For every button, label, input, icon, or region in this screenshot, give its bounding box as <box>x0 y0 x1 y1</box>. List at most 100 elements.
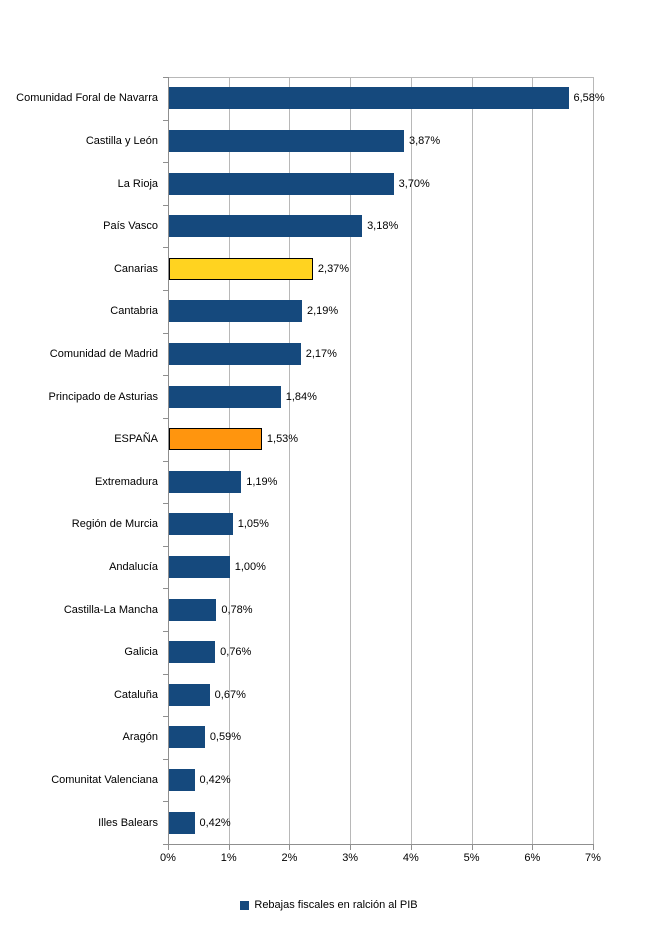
value-label: 1,19% <box>246 475 278 488</box>
x-axis-tick-label: 6% <box>524 852 541 864</box>
y-axis-tick <box>163 77 168 78</box>
plot-top-border <box>168 77 593 78</box>
x-axis-tick-label: 2% <box>281 852 298 864</box>
value-label: 2,37% <box>317 262 350 275</box>
y-axis-tick <box>163 630 168 632</box>
bar <box>169 428 262 451</box>
value-label: 0,67% <box>214 688 246 701</box>
x-axis-tick-label: 3% <box>342 852 359 864</box>
bar <box>169 811 195 834</box>
gridline <box>410 77 412 844</box>
y-axis-tick <box>163 545 168 547</box>
category-label: Principado de Asturias <box>48 390 158 403</box>
y-axis-tick <box>163 801 168 803</box>
x-axis-tick <box>471 844 473 850</box>
bar <box>169 513 233 536</box>
category-label: Región de Murcia <box>71 518 158 531</box>
y-axis-tick <box>163 503 168 505</box>
y-axis-tick <box>163 716 168 718</box>
y-axis-tick <box>163 844 168 845</box>
category-label: Comunidad Foral de Navarra <box>16 92 158 105</box>
x-axis-tick <box>532 844 534 850</box>
category-label: Illes Balears <box>98 816 158 829</box>
category-label: País Vasco <box>103 220 158 233</box>
y-axis-tick <box>163 332 168 334</box>
bar <box>169 769 195 792</box>
value-label: 3,70% <box>398 177 430 190</box>
value-label: 3,18% <box>367 220 399 233</box>
x-axis-tick-label: 1% <box>220 852 237 864</box>
value-label: 3,87% <box>408 134 441 147</box>
x-axis-line <box>168 844 594 845</box>
x-axis-tick <box>410 844 412 850</box>
y-axis-tick <box>163 673 168 675</box>
bar <box>169 257 313 280</box>
gridline <box>228 77 230 844</box>
bar <box>169 641 216 664</box>
gridline <box>532 77 534 844</box>
gridline <box>289 77 291 844</box>
value-label: 0,42% <box>199 774 231 787</box>
y-axis-tick <box>163 460 168 462</box>
value-label: 2,19% <box>306 305 339 318</box>
x-axis-tick-label: 5% <box>463 852 480 864</box>
category-label: ESPAÑA <box>114 433 158 446</box>
y-axis-tick <box>163 162 168 164</box>
category-label: Castilla y León <box>85 134 158 147</box>
bar <box>169 129 404 152</box>
category-label: La Rioja <box>117 177 158 190</box>
category-label: Comunidad de Madrid <box>49 347 158 360</box>
gridline <box>593 77 594 844</box>
category-label: Aragón <box>122 731 158 744</box>
y-axis-tick <box>163 758 168 760</box>
value-label: 2,17% <box>305 347 337 360</box>
bar <box>169 87 569 110</box>
y-axis-tick <box>163 119 168 121</box>
y-axis-tick <box>163 588 168 590</box>
x-axis-tick <box>593 844 594 850</box>
x-axis-tick-label: 7% <box>585 852 601 864</box>
legend: Rebajas fiscales en ralción al PIB <box>0 899 658 911</box>
category-label: Comunitat Valenciana <box>51 774 158 787</box>
y-axis-tick <box>163 247 168 249</box>
bar <box>169 385 281 408</box>
category-label: Castilla-La Mancha <box>63 603 158 616</box>
category-label: Galicia <box>124 646 158 659</box>
bar <box>169 598 217 621</box>
x-axis-tick <box>168 844 169 850</box>
y-axis-tick <box>163 290 168 292</box>
legend-label: Rebajas fiscales en ralción al PIB <box>254 899 418 911</box>
bar <box>169 683 210 706</box>
category-label: Extremadura <box>95 475 158 488</box>
y-axis-tick <box>163 204 168 206</box>
value-label: 0,78% <box>221 603 253 616</box>
value-label: 1,84% <box>285 390 317 403</box>
gridline <box>471 77 473 844</box>
category-label: Cantabria <box>110 305 158 318</box>
bar <box>169 342 301 365</box>
x-axis-tick-label: 0% <box>160 852 176 864</box>
y-axis-line <box>168 77 169 844</box>
bar <box>169 726 205 749</box>
bar <box>169 470 242 493</box>
value-label: 1,05% <box>237 518 269 531</box>
y-axis-tick <box>163 375 168 377</box>
value-label: 1,00% <box>234 561 266 574</box>
value-label: 0,59% <box>209 731 242 744</box>
category-label: Canarias <box>113 262 158 275</box>
x-axis-tick <box>289 844 291 850</box>
y-axis-tick <box>163 417 168 419</box>
value-label: 0,42% <box>199 816 231 829</box>
x-axis-tick <box>350 844 352 850</box>
value-label: 0,76% <box>220 646 252 659</box>
bar <box>169 172 394 195</box>
bar <box>169 556 230 579</box>
x-axis-tick-label: 4% <box>402 852 419 864</box>
category-label: Andalucía <box>109 561 158 574</box>
bar <box>169 215 363 238</box>
x-axis-tick <box>228 844 230 850</box>
value-label: 6,58% <box>573 92 605 105</box>
value-label: 1,53% <box>266 433 299 446</box>
bar <box>169 300 302 323</box>
